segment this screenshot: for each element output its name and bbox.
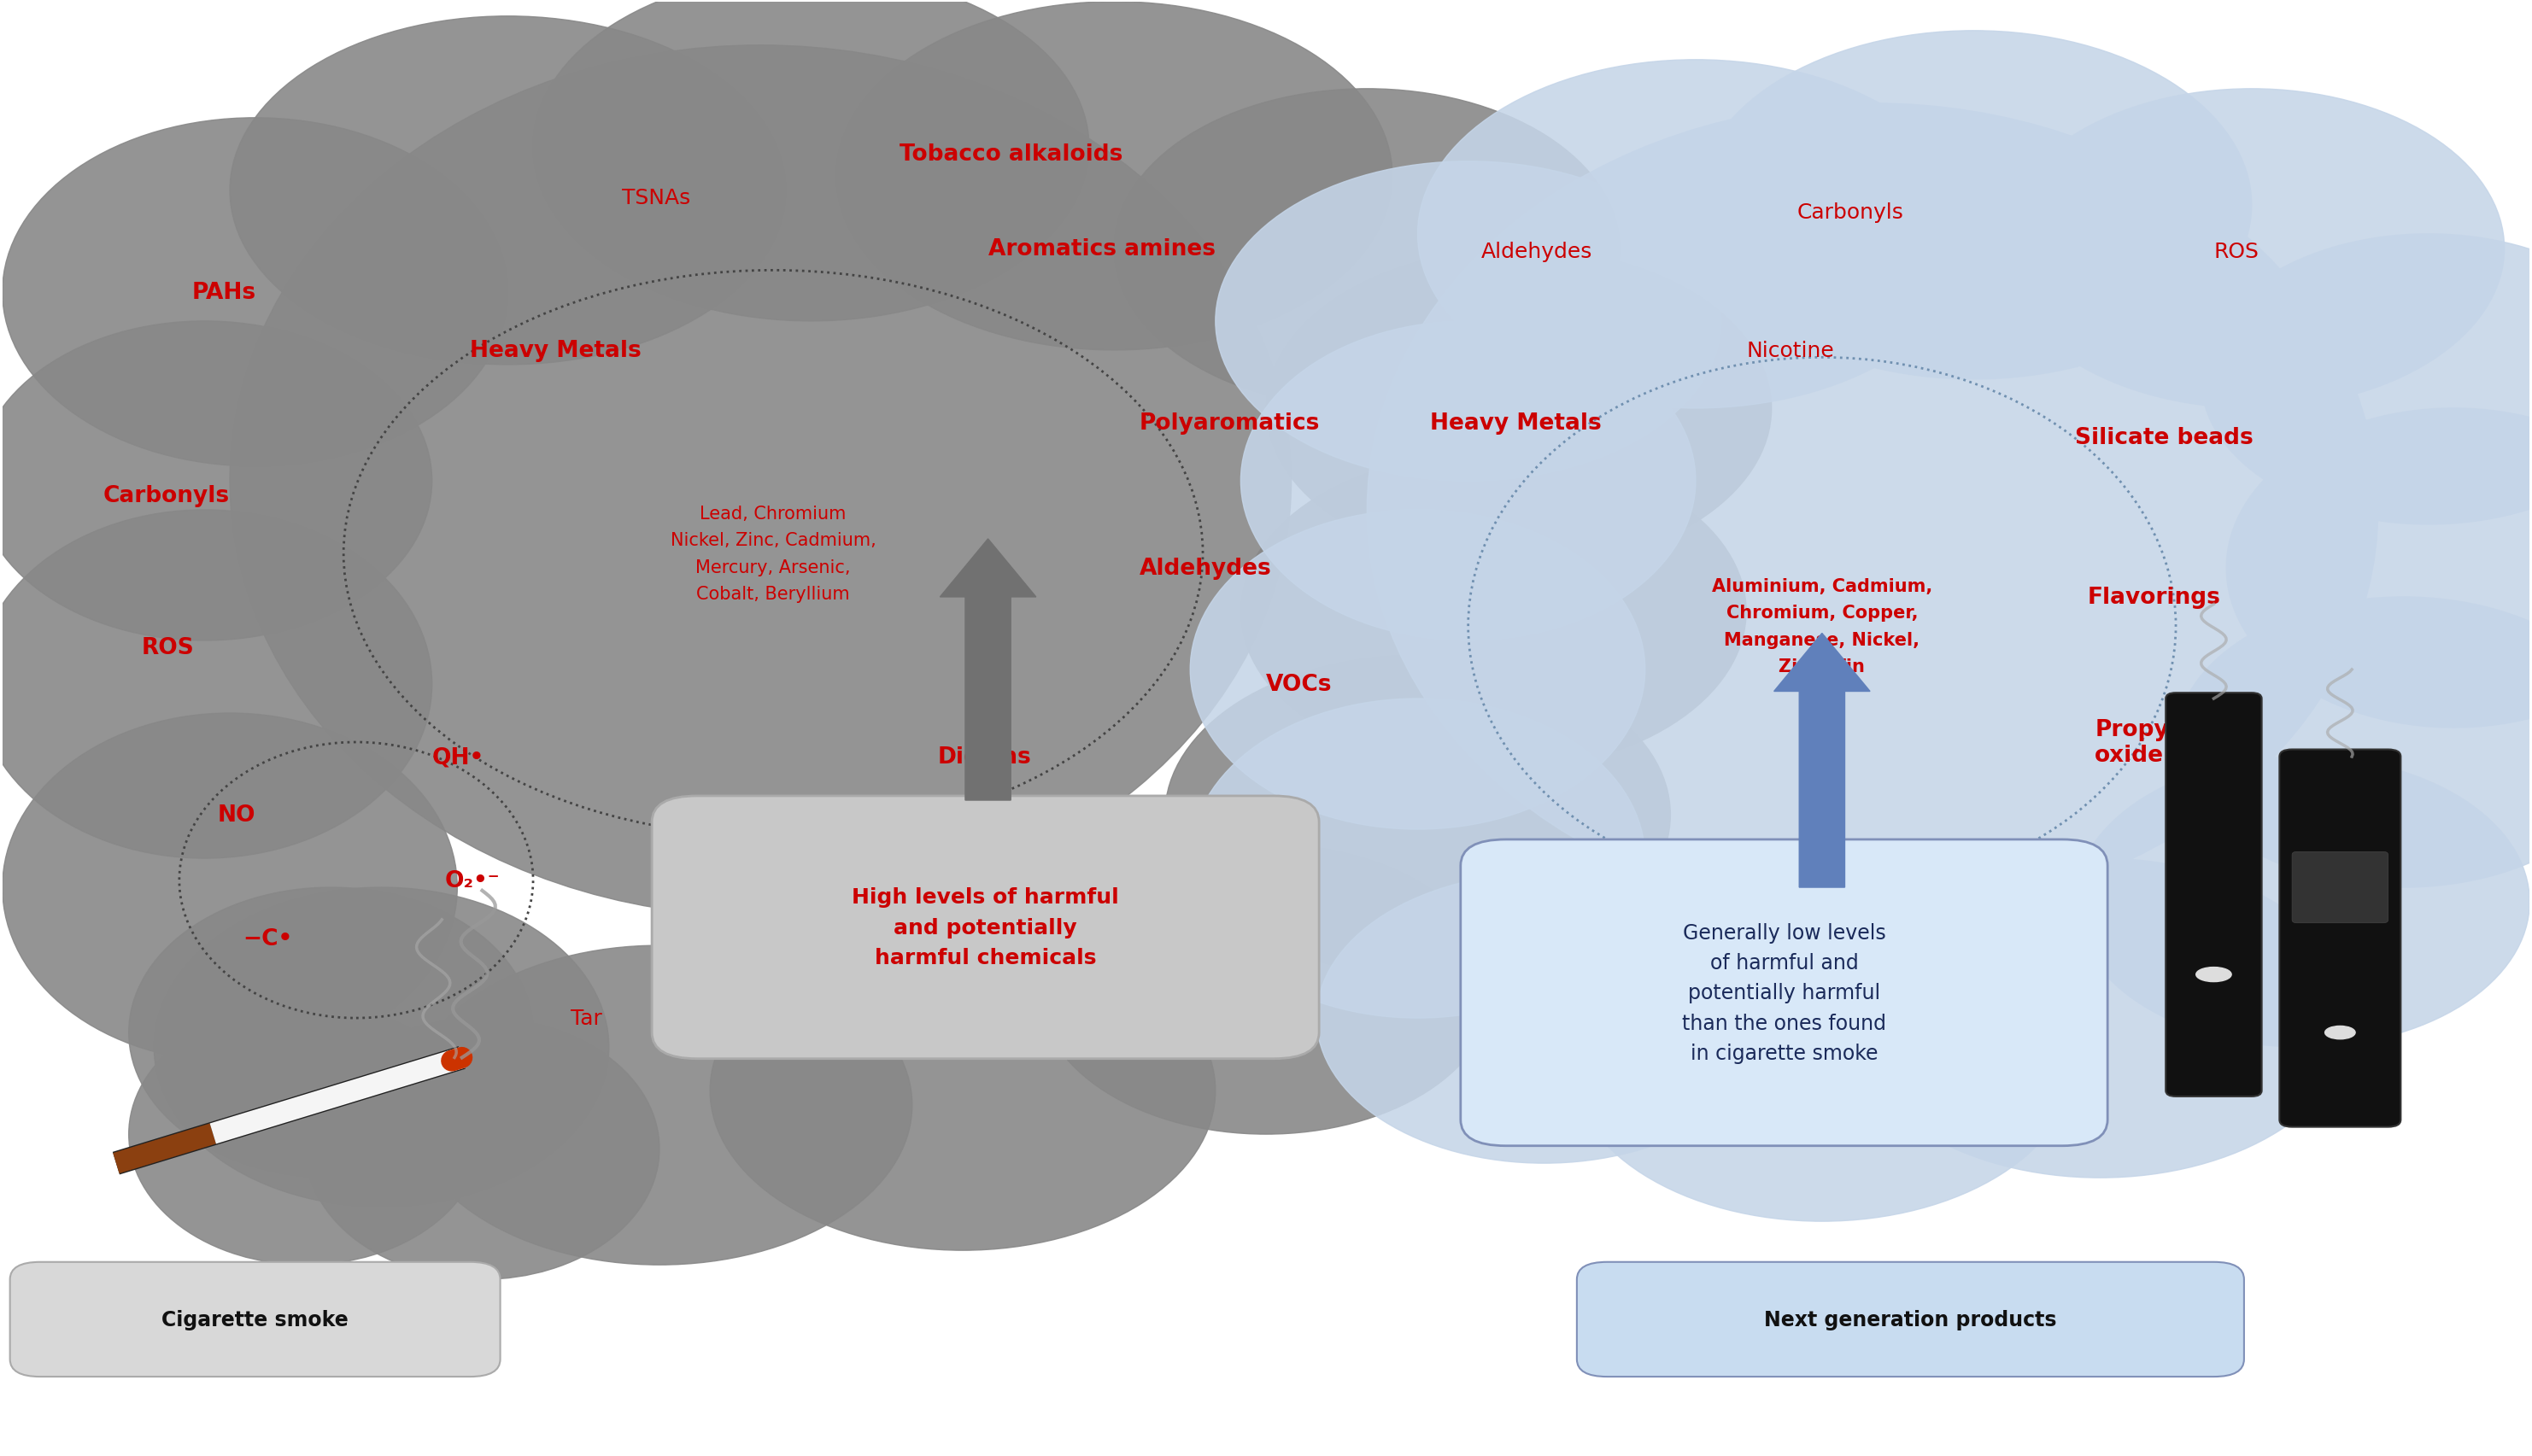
Ellipse shape [1241, 322, 1696, 641]
Text: Aromatics amines: Aromatics amines [987, 237, 1215, 261]
Ellipse shape [1241, 453, 1747, 772]
Text: Carbonyls: Carbonyls [104, 485, 230, 507]
Ellipse shape [1190, 699, 1646, 1018]
Text: High levels of harmful
and potentially
harmful chemicals: High levels of harmful and potentially h… [851, 887, 1119, 968]
Text: Ketones: Ketones [734, 877, 838, 898]
FancyBboxPatch shape [2165, 693, 2261, 1096]
Ellipse shape [1418, 60, 1972, 409]
Text: PAHs: PAHs [192, 281, 256, 304]
Ellipse shape [129, 888, 534, 1178]
Ellipse shape [0, 510, 433, 859]
Text: VOCs: VOCs [1266, 673, 1332, 696]
Ellipse shape [230, 17, 785, 365]
Ellipse shape [2226, 409, 2532, 728]
Ellipse shape [0, 322, 433, 641]
Text: ROS: ROS [2213, 242, 2259, 262]
Ellipse shape [2195, 967, 2231, 981]
Text: Aluminium, Cadmium,
Chromium, Copper,
Manganese, Nickel,
Zinc, Tin: Aluminium, Cadmium, Chromium, Copper, Ma… [1712, 578, 1932, 676]
Text: QH•: QH• [433, 745, 484, 769]
Text: Polyaromatics: Polyaromatics [1139, 412, 1319, 434]
FancyArrow shape [1775, 633, 1871, 888]
FancyBboxPatch shape [2291, 852, 2388, 923]
Ellipse shape [230, 47, 1291, 917]
Ellipse shape [1190, 510, 1646, 830]
Ellipse shape [1317, 874, 1772, 1163]
Text: Heavy Metals: Heavy Metals [471, 339, 641, 361]
Ellipse shape [2324, 1026, 2355, 1040]
Ellipse shape [534, 0, 1089, 322]
FancyBboxPatch shape [1577, 1262, 2243, 1377]
Ellipse shape [1367, 103, 2378, 917]
Text: Flavorings: Flavorings [2086, 587, 2221, 609]
Ellipse shape [2200, 234, 2532, 524]
Ellipse shape [836, 3, 1393, 351]
Text: Nicotine: Nicotine [1747, 341, 1833, 361]
Ellipse shape [1114, 89, 1620, 409]
Ellipse shape [2175, 597, 2532, 888]
Text: NO: NO [218, 804, 256, 826]
Ellipse shape [1848, 859, 2352, 1178]
Text: Dioxins: Dioxins [937, 745, 1031, 769]
FancyBboxPatch shape [10, 1262, 501, 1377]
FancyBboxPatch shape [651, 796, 1319, 1059]
Ellipse shape [129, 1003, 484, 1265]
Text: ROS: ROS [142, 638, 195, 660]
Ellipse shape [408, 946, 912, 1265]
Ellipse shape [1998, 89, 2504, 409]
Ellipse shape [306, 1018, 658, 1280]
Text: Silicate beads: Silicate beads [2074, 427, 2253, 448]
Text: Furans: Furans [987, 942, 1074, 964]
Ellipse shape [1696, 32, 2251, 380]
FancyBboxPatch shape [1461, 840, 2107, 1146]
Text: Heavy Metals: Heavy Metals [1431, 412, 1603, 434]
FancyBboxPatch shape [2279, 750, 2400, 1127]
Ellipse shape [1266, 249, 1772, 568]
Text: Tobacco alkaloids: Tobacco alkaloids [899, 144, 1122, 166]
Text: −C•: −C• [243, 927, 291, 949]
Text: Propylene
oxide: Propylene oxide [2094, 719, 2223, 766]
Text: Aldehydes: Aldehydes [1481, 242, 1593, 262]
Ellipse shape [3, 118, 509, 467]
Ellipse shape [2074, 757, 2529, 1047]
Ellipse shape [1038, 844, 1494, 1134]
Ellipse shape [3, 713, 458, 1061]
Text: Generally low levels
of harmful and
potentially harmful
than the ones found
in c: Generally low levels of harmful and pote… [1681, 922, 1886, 1063]
Text: Tar: Tar [572, 1008, 603, 1028]
Ellipse shape [1215, 162, 1722, 482]
Text: O₂•⁻: O₂•⁻ [446, 869, 499, 891]
Ellipse shape [154, 888, 608, 1207]
Text: Lead, Chromium
Nickel, Zinc, Cadmium,
Mercury, Arsenic,
Cobalt, Beryllium: Lead, Chromium Nickel, Zinc, Cadmium, Me… [671, 505, 876, 603]
Text: TSNAs: TSNAs [620, 188, 691, 208]
Ellipse shape [1570, 903, 2074, 1222]
Text: Cigarette smoke: Cigarette smoke [162, 1309, 349, 1329]
Text: Carbonyls: Carbonyls [1798, 202, 1904, 223]
Text: Next generation products: Next generation products [1765, 1309, 2056, 1329]
Text: Aldehydes: Aldehydes [1139, 558, 1271, 579]
Ellipse shape [1165, 655, 1671, 974]
Ellipse shape [709, 932, 1215, 1251]
FancyArrow shape [939, 539, 1036, 801]
